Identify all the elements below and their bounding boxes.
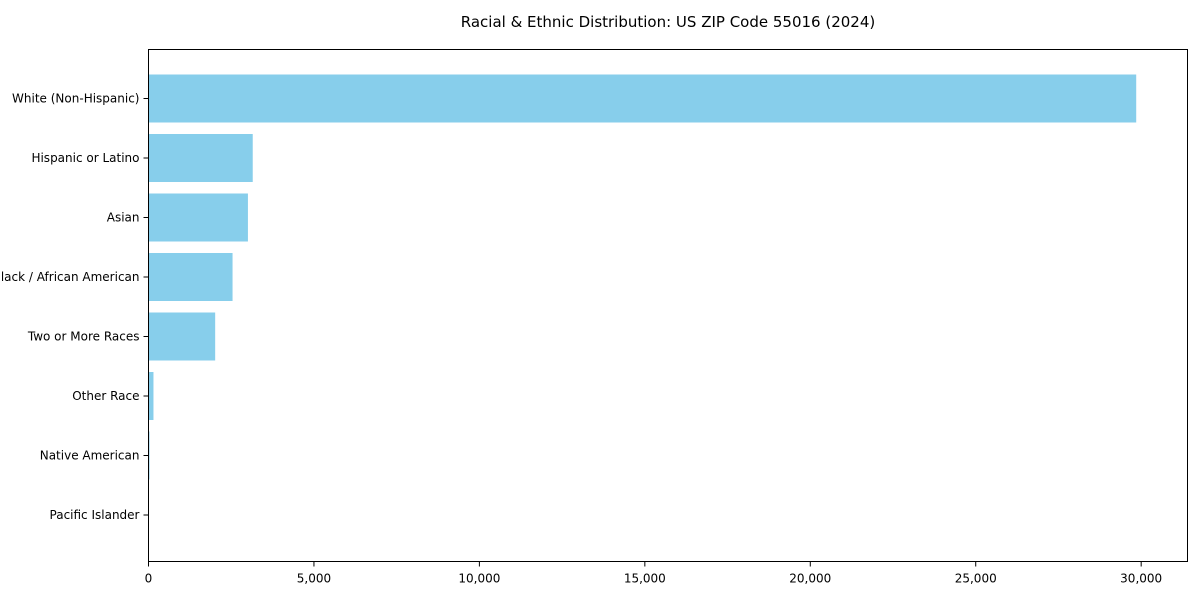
category-label: Other Race <box>72 389 139 403</box>
bar <box>148 74 1137 123</box>
x-tick-label: 25,000 <box>955 572 997 586</box>
x-tick-label: 20,000 <box>789 572 831 586</box>
bar <box>148 134 253 182</box>
category-label: White (Non-Hispanic) <box>12 92 139 106</box>
x-tick-label: 0 <box>145 572 153 586</box>
category-label: Asian <box>107 211 140 225</box>
x-tick-label: 10,000 <box>458 572 500 586</box>
category-label: Two or More Races <box>27 330 140 344</box>
chart-title: Racial & Ethnic Distribution: US ZIP Cod… <box>460 13 876 31</box>
category-label: Hispanic or Latino <box>31 151 139 165</box>
plot-border <box>148 49 1188 562</box>
bar <box>148 372 154 420</box>
x-tick-label: 15,000 <box>624 572 666 586</box>
bar <box>148 253 233 301</box>
x-tick-label: 30,000 <box>1120 572 1162 586</box>
bar <box>148 312 216 361</box>
category-label: Native American <box>40 449 140 463</box>
category-label: Pacific Islander <box>50 508 140 522</box>
x-tick-label: 5,000 <box>297 572 331 586</box>
category-label: Black / African American <box>0 270 140 284</box>
bar <box>148 193 248 242</box>
